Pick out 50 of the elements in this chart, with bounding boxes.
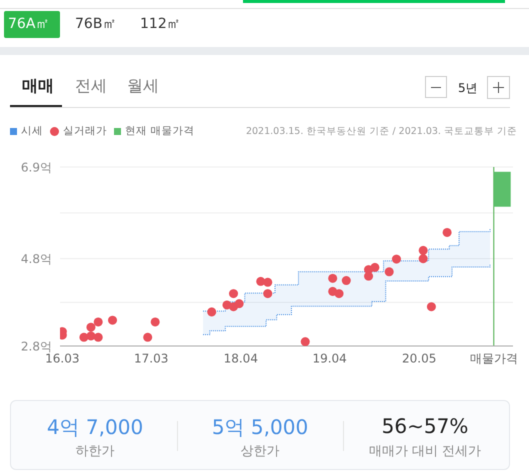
point [384, 267, 394, 276]
text: 전세 [75, 76, 107, 97]
point [228, 289, 238, 298]
text: 매매가 대비 전세가 [368, 443, 482, 460]
point [328, 274, 338, 283]
point [263, 278, 272, 287]
y-tick-label: 4.8억 [20, 252, 52, 266]
point [418, 254, 428, 264]
text: 112㎡ [140, 15, 181, 33]
text: 56~57% [380, 414, 470, 438]
text: 월세 [127, 76, 159, 97]
x-tick-label: 20.05 [402, 352, 436, 366]
point [392, 254, 401, 264]
text: 하한가 [74, 443, 116, 460]
point [207, 307, 216, 316]
point [334, 289, 344, 298]
text: 4억 7,000 [46, 414, 144, 441]
point [86, 331, 96, 340]
text: 2021.03.15. 한국부동산원 기준 / 2021.03. 국토교통부 기준 [246, 125, 517, 138]
legend-label: 현재 매물가격 [125, 124, 194, 138]
point [86, 322, 96, 332]
x-tick-label: 17.03 [134, 352, 168, 366]
point [143, 332, 152, 342]
legend-label: 실거래가 [63, 124, 107, 138]
point [108, 316, 118, 325]
text: 매매 [22, 76, 54, 97]
x-tick-label: 16.03 [45, 352, 80, 366]
point [300, 337, 310, 346]
x-tick-label: 18.04 [224, 352, 258, 366]
point [364, 272, 374, 281]
text: 5억 5,000 [210, 414, 310, 441]
text: 상한가 [240, 443, 280, 460]
point [342, 276, 351, 286]
point [263, 289, 272, 298]
legend-label: 시세 [21, 124, 43, 138]
y-tick-label: 2.8억 [20, 339, 52, 354]
point [370, 262, 380, 272]
point [442, 228, 452, 237]
point [418, 246, 428, 255]
point [150, 317, 160, 326]
y-tick-label: 6.9억 [20, 160, 52, 174]
text: 76B㎡ [75, 15, 116, 33]
text: 5년 [458, 80, 478, 97]
x-tick-label: 19.04 [312, 352, 347, 366]
x-tick-label: 매물가격 [470, 352, 518, 366]
point [94, 317, 103, 326]
point [234, 299, 244, 308]
point [94, 332, 103, 342]
point [426, 302, 436, 312]
text: 76A㎡ [8, 15, 50, 33]
